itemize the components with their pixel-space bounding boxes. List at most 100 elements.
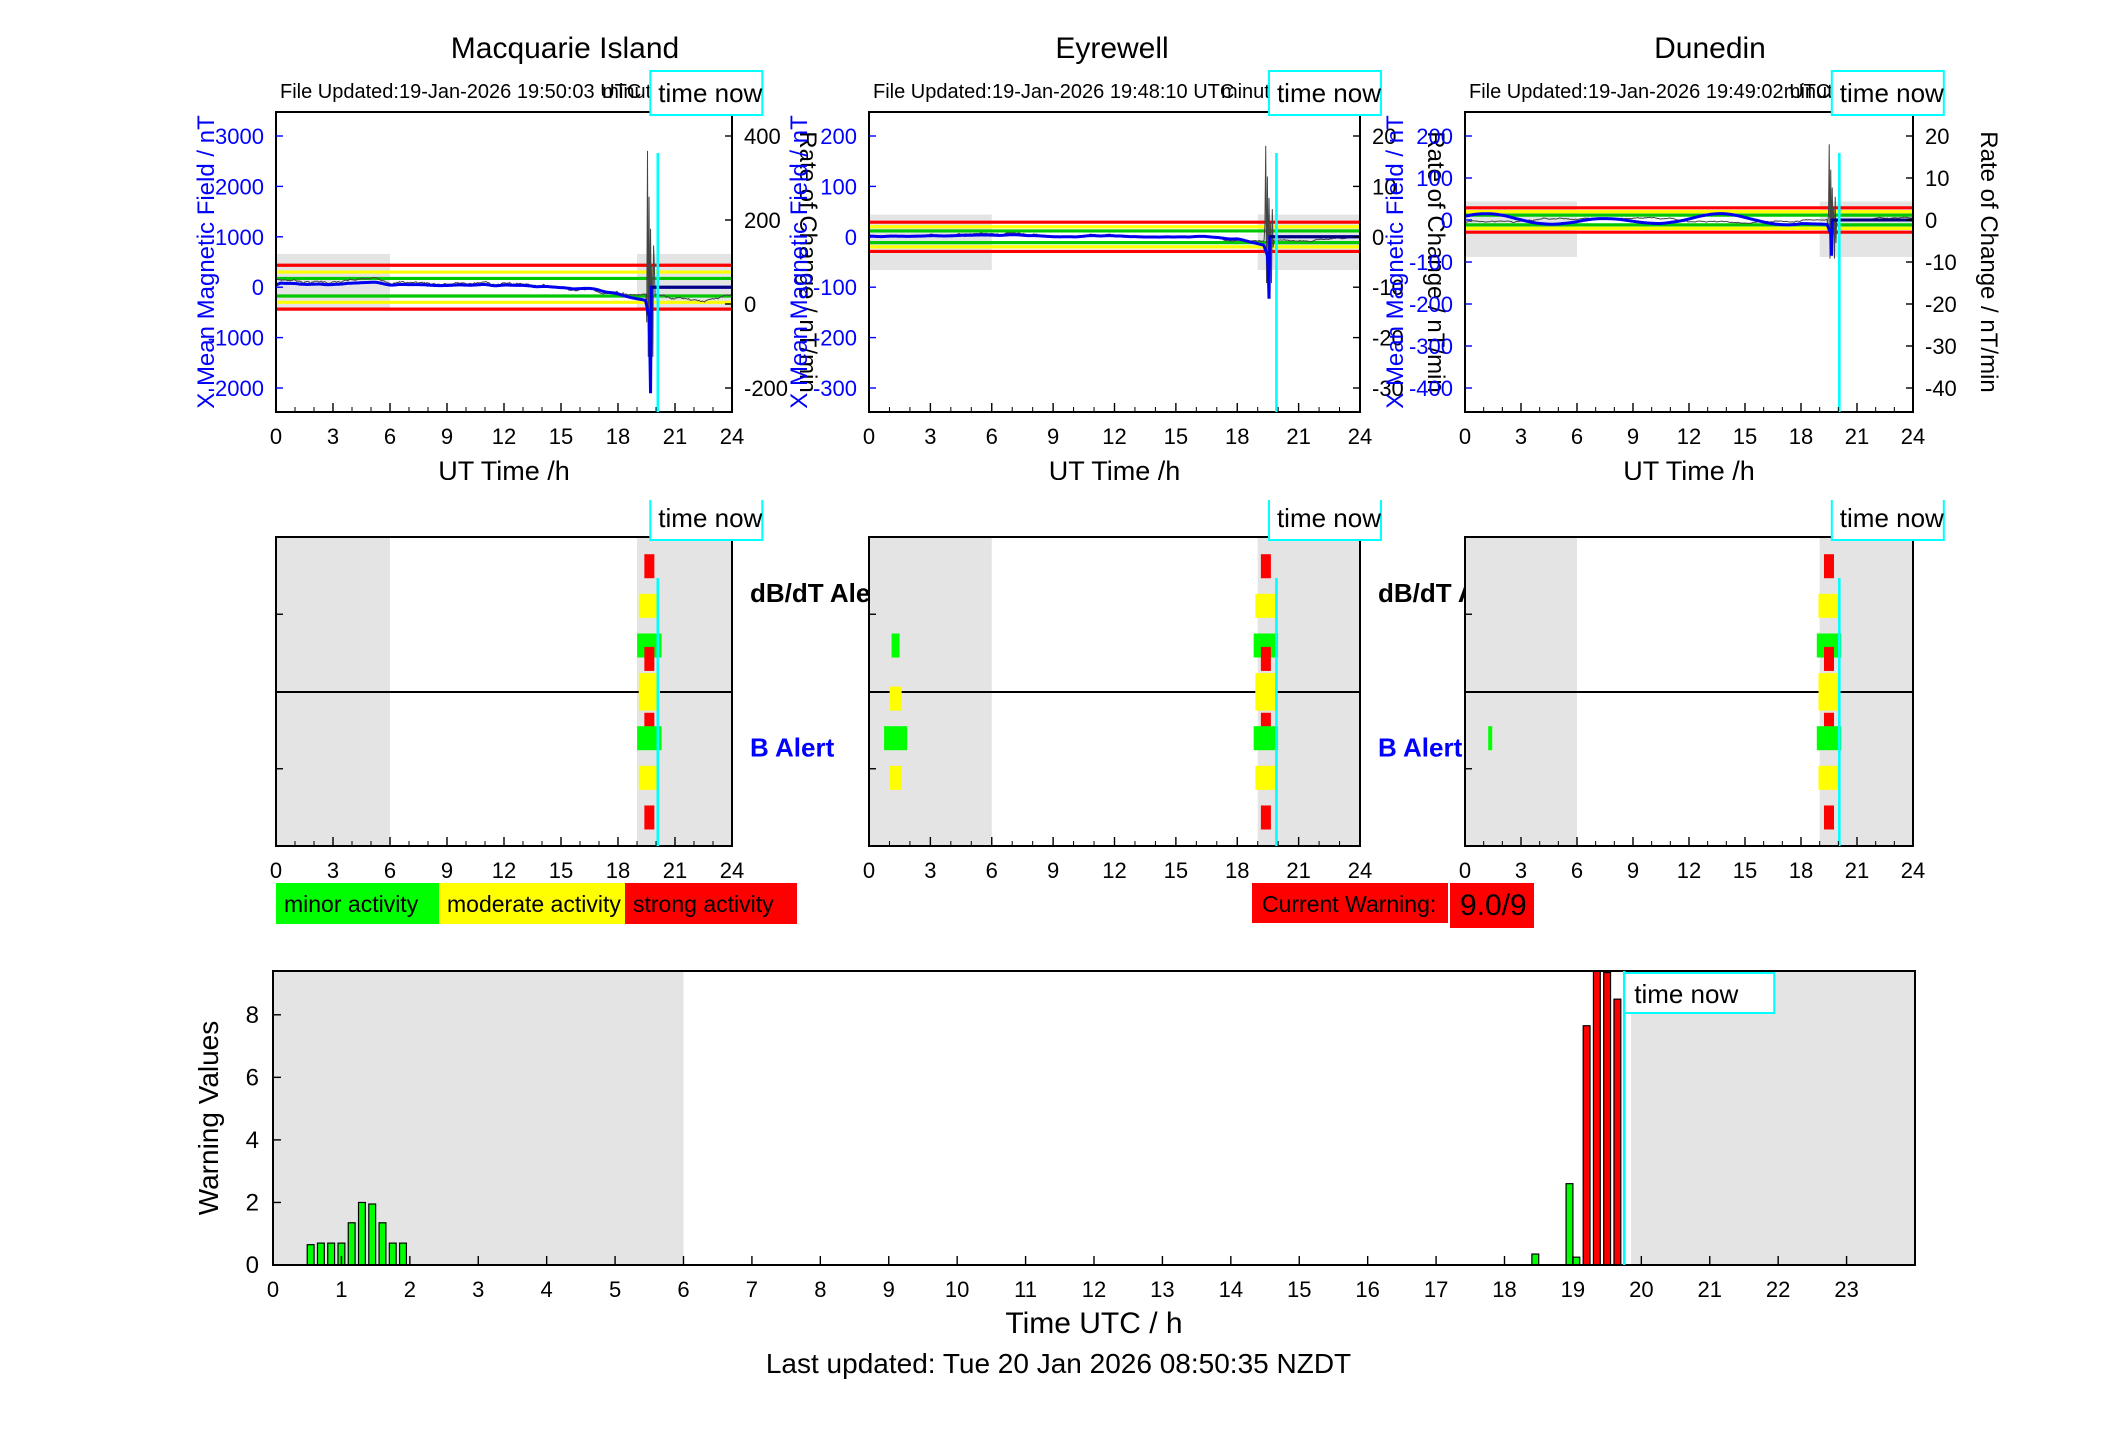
svg-text:6: 6	[986, 424, 998, 449]
svg-text:time now: time now	[658, 78, 762, 108]
svg-text:0: 0	[863, 858, 875, 883]
svg-text:time now: time now	[1840, 503, 1944, 533]
svg-text:100: 100	[1416, 166, 1453, 191]
svg-text:2: 2	[246, 1189, 259, 1216]
svg-text:21: 21	[1845, 858, 1869, 883]
svg-text:7: 7	[746, 1277, 758, 1302]
svg-text:21: 21	[1845, 424, 1869, 449]
svg-text:24: 24	[720, 858, 744, 883]
svg-text:time now: time now	[658, 503, 762, 533]
svg-text:15: 15	[1164, 424, 1188, 449]
svg-text:18: 18	[1225, 858, 1249, 883]
svg-text:12: 12	[1677, 424, 1701, 449]
svg-text:6: 6	[1571, 424, 1583, 449]
svg-text:Eyrewell: Eyrewell	[1055, 32, 1168, 65]
svg-text:18: 18	[1492, 1277, 1516, 1302]
svg-text:15: 15	[549, 424, 573, 449]
svg-text:6: 6	[1571, 858, 1583, 883]
svg-text:9: 9	[1047, 858, 1059, 883]
svg-text:time now: time now	[1840, 78, 1944, 108]
svg-text:0: 0	[863, 424, 875, 449]
svg-text:8: 8	[814, 1277, 826, 1302]
svg-text:18: 18	[1225, 424, 1249, 449]
svg-text:time now: time now	[1634, 979, 1738, 1009]
svg-text:24: 24	[1348, 858, 1372, 883]
svg-text:0: 0	[1459, 858, 1471, 883]
svg-text:0: 0	[267, 1277, 279, 1302]
svg-text:9: 9	[1627, 424, 1639, 449]
svg-text:X Mean Magnetic Field / nT: X Mean Magnetic Field / nT	[1382, 115, 1409, 409]
svg-text:18: 18	[606, 858, 630, 883]
svg-text:24: 24	[1901, 424, 1925, 449]
svg-text:18: 18	[1789, 424, 1813, 449]
svg-text:1: 1	[335, 1277, 347, 1302]
svg-text:6: 6	[384, 858, 396, 883]
svg-text:0: 0	[252, 275, 264, 300]
svg-text:3: 3	[327, 424, 339, 449]
svg-text:11: 11	[1014, 1277, 1037, 1302]
svg-text:UT Time /h: UT Time /h	[1049, 456, 1181, 480]
svg-text:9: 9	[1627, 858, 1639, 883]
svg-text:15: 15	[1287, 1277, 1311, 1302]
svg-text:24: 24	[1348, 424, 1372, 449]
svg-text:0: 0	[270, 424, 282, 449]
svg-text:3: 3	[1515, 424, 1527, 449]
svg-text:9.0/9: 9.0/9	[1460, 889, 1527, 922]
svg-text:Warning Values: Warning Values	[193, 1021, 224, 1216]
svg-text:15: 15	[1733, 424, 1757, 449]
svg-text:0: 0	[246, 1252, 259, 1279]
svg-text:100: 100	[820, 174, 857, 199]
svg-text:UT Time /h: UT Time /h	[1623, 456, 1755, 480]
svg-text:strong activity: strong activity	[633, 891, 774, 917]
svg-text:18: 18	[1789, 858, 1813, 883]
svg-text:-100: -100	[813, 275, 857, 300]
svg-text:UT Time /h: UT Time /h	[438, 456, 570, 480]
svg-text:21: 21	[1286, 858, 1310, 883]
svg-text:15: 15	[1733, 858, 1757, 883]
svg-text:-200: -200	[813, 326, 857, 351]
svg-text:time now: time now	[1277, 78, 1381, 108]
svg-text:3: 3	[924, 858, 936, 883]
svg-text:3: 3	[1515, 858, 1527, 883]
svg-text:File Updated:19-Jan-2026 19:48: File Updated:19-Jan-2026 19:48:10 UTC	[873, 81, 1234, 103]
svg-text:Dunedin: Dunedin	[1654, 32, 1766, 65]
svg-text:4: 4	[246, 1127, 259, 1154]
svg-text:23: 23	[1834, 1277, 1858, 1302]
svg-text:X Mean Magnetic Field / nT: X Mean Magnetic Field / nT	[786, 115, 813, 409]
svg-text:File Updated:19-Jan-2026 19:50: File Updated:19-Jan-2026 19:50:03 UTC	[280, 81, 641, 103]
svg-text:12: 12	[492, 858, 516, 883]
svg-text:18: 18	[606, 424, 630, 449]
svg-text:-30: -30	[1925, 334, 1957, 359]
svg-text:-200: -200	[1409, 292, 1453, 317]
svg-text:24: 24	[1901, 858, 1925, 883]
svg-text:24: 24	[720, 424, 744, 449]
svg-text:0: 0	[1459, 424, 1471, 449]
svg-text:16: 16	[1355, 1277, 1379, 1302]
svg-text:9: 9	[441, 424, 453, 449]
svg-text:-200: -200	[744, 376, 788, 401]
svg-text:X Mean Magnetic Field / nT: X Mean Magnetic Field / nT	[193, 115, 220, 409]
svg-text:9: 9	[441, 858, 453, 883]
svg-text:12: 12	[1082, 1277, 1106, 1302]
svg-text:21: 21	[1286, 424, 1310, 449]
svg-text:17: 17	[1424, 1277, 1448, 1302]
svg-text:0: 0	[1441, 208, 1453, 233]
svg-text:minor activity: minor activity	[284, 891, 419, 917]
svg-text:5: 5	[609, 1277, 621, 1302]
svg-text:12: 12	[492, 424, 516, 449]
svg-text:9: 9	[883, 1277, 895, 1302]
svg-text:19: 19	[1561, 1277, 1585, 1302]
svg-text:0: 0	[270, 858, 282, 883]
svg-text:3: 3	[924, 424, 936, 449]
svg-text:400: 400	[744, 124, 781, 149]
svg-text:21: 21	[1698, 1277, 1722, 1302]
svg-text:Current Warning:: Current Warning:	[1262, 891, 1436, 917]
svg-text:12: 12	[1102, 858, 1126, 883]
svg-text:15: 15	[1164, 858, 1188, 883]
svg-text:6: 6	[246, 1064, 259, 1091]
svg-text:20: 20	[1629, 1277, 1653, 1302]
svg-text:B Alert: B Alert	[1378, 733, 1463, 763]
svg-text:1000: 1000	[215, 225, 264, 250]
svg-text:13: 13	[1150, 1277, 1174, 1302]
svg-text:200: 200	[1416, 124, 1453, 149]
